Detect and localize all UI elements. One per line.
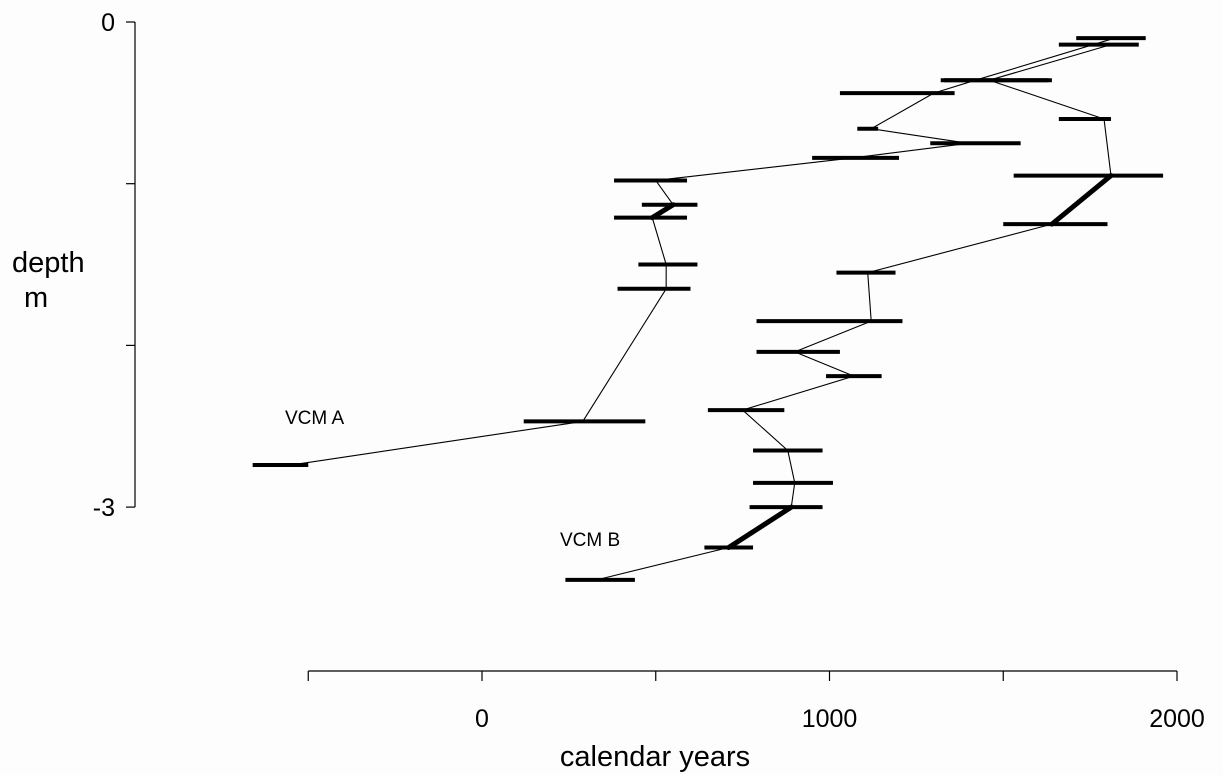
series-segment [651,217,667,266]
x-tick-label: 1000 [802,705,858,733]
series-segment [867,223,1053,274]
y-axis-title-line1: depth [12,247,85,279]
axes: 0 -3 0 1000 2000 [93,9,1205,733]
series-segment [726,504,794,551]
error-bars-vcm-b [565,42,1164,582]
x-axis-title: calendar years [560,741,750,773]
series-segment [870,128,970,144]
series-segment [870,92,935,130]
y-tick-label: 0 [101,9,115,37]
series-segment [988,44,1112,81]
series-segment [794,320,872,353]
series-segment [787,449,796,484]
series-segment [649,202,676,221]
series-label-vcm-b: VCM B [560,530,620,551]
series-segment [742,375,855,411]
series-layer [290,37,1115,581]
series-segment [290,420,584,466]
series-label-vcm-a: VCM A [285,408,344,429]
series-segment [655,179,674,206]
series-segment [933,79,977,94]
series-segment [867,272,872,322]
series-segment [988,79,1105,120]
series-vcm-b [596,44,1114,581]
y-axis-title-line2: m [24,282,48,314]
x-tick-label: 2000 [1149,705,1205,733]
series-segment [790,482,796,508]
series-segment [1049,173,1114,227]
series-segment [596,546,730,581]
series-vcm-a [290,37,1115,466]
series-segment [853,142,970,159]
series-segment [1103,118,1112,177]
series-segment [655,157,855,182]
error-bars-vcm-a [252,36,1146,468]
series-segment [794,351,855,377]
x-tick-label: 0 [475,705,489,733]
series-segment [742,409,789,452]
error-bars-layer [252,36,1164,582]
y-tick-label: -3 [93,494,115,522]
series-segment [582,288,667,422]
